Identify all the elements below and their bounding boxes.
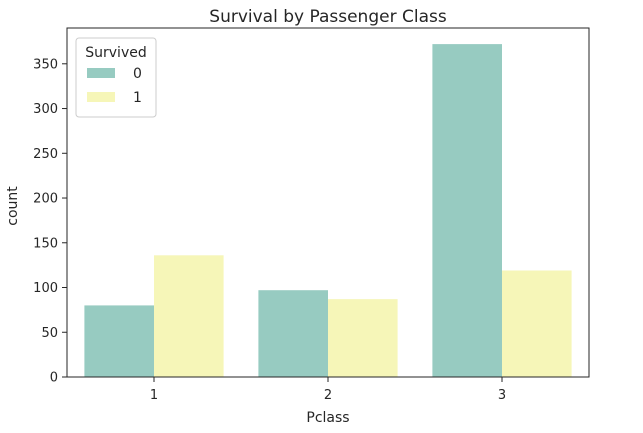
bar-pclass-1-survived-0 (84, 305, 154, 377)
chart-title: Survival by Passenger Class (209, 7, 447, 27)
y-axis-label: count (5, 186, 21, 226)
y-tick-label-150: 150 (33, 236, 58, 251)
y-tick-label-300: 300 (33, 102, 58, 117)
bar-pclass-2-survived-1 (328, 299, 398, 377)
plot-frame (66, 27, 590, 378)
y-tick-label-0: 0 (50, 371, 58, 386)
bars-group (84, 44, 572, 378)
bar-pclass-3-survived-0 (432, 44, 502, 378)
legend-swatch-1 (87, 92, 115, 102)
y-tick-label-350: 350 (33, 57, 58, 72)
x-axis-label: Pclass (306, 410, 349, 426)
legend-title: Survived (85, 45, 146, 61)
x-axis: 1 2 3 (150, 377, 506, 403)
bar-pclass-3-survived-1 (502, 270, 572, 377)
legend-label-1: 1 (133, 90, 142, 106)
x-tick-label-1: 1 (150, 388, 158, 403)
legend-swatch-0 (87, 68, 115, 78)
y-tick-label-200: 200 (33, 192, 58, 207)
legend-label-0: 0 (133, 66, 142, 82)
bar-pclass-2-survived-0 (258, 290, 328, 377)
bar-pclass-1-survived-1 (154, 255, 224, 377)
legend: Survived 0 1 (75, 37, 157, 118)
y-axis: 0 50 100 150 200 250 300 350 (33, 57, 67, 386)
y-tick-label-250: 250 (33, 147, 58, 162)
y-tick-label-100: 100 (33, 281, 58, 296)
x-tick-label-2: 2 (324, 388, 332, 403)
y-tick-label-50: 50 (41, 326, 58, 341)
x-tick-label-3: 3 (498, 388, 506, 403)
